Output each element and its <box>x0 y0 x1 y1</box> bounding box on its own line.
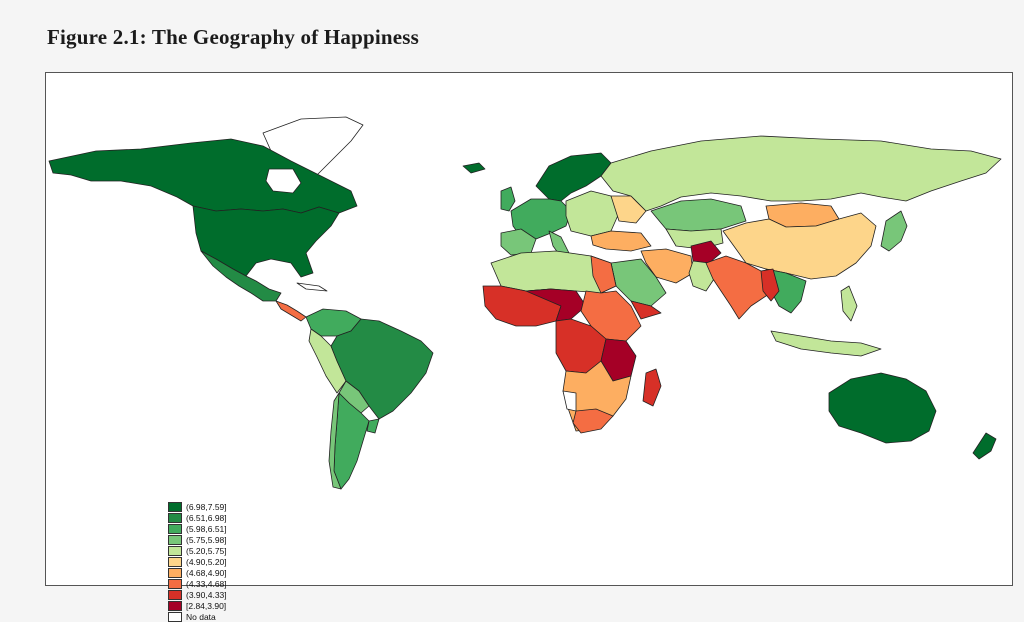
legend-item: (4.90,5.20] <box>168 556 227 567</box>
figure-title: Figure 2.1: The Geography of Happiness <box>47 25 420 49</box>
legend-item: (5.20,5.75] <box>168 545 227 556</box>
legend-swatch <box>168 534 182 545</box>
region-indonesia <box>770 330 882 357</box>
legend-item: No data <box>168 611 227 622</box>
legend-label: (6.51,6.98] <box>186 512 227 523</box>
region-philippines <box>840 285 858 322</box>
legend-label: (4.33,4.68] <box>186 578 227 589</box>
region-eastern-europe <box>565 190 620 237</box>
legend-swatch <box>168 556 182 567</box>
region-afghanistan <box>690 240 722 264</box>
region-madagascar <box>642 368 662 407</box>
region-egypt <box>590 255 617 294</box>
legend-label: (5.20,5.75] <box>186 545 227 556</box>
region-saudi <box>610 258 667 307</box>
region-myanmar <box>760 268 780 302</box>
legend-item: (4.33,4.68] <box>168 578 227 589</box>
region-peru <box>308 328 347 394</box>
legend-label: (3.90,4.33] <box>186 589 227 600</box>
legend-item: [2.84,3.90] <box>168 600 227 611</box>
region-uk <box>500 186 516 212</box>
legend-item: (3.90,4.33] <box>168 589 227 600</box>
legend-swatch <box>168 545 182 556</box>
region-russia <box>600 135 1002 212</box>
legend-label: (4.90,5.20] <box>186 556 227 567</box>
legend-swatch <box>168 578 182 589</box>
region-yemen <box>630 300 662 320</box>
region-japan <box>880 210 908 252</box>
region-hudson-bay <box>265 168 302 194</box>
legend-swatch <box>168 523 182 534</box>
region-iceland <box>462 162 486 174</box>
region-china <box>722 212 877 280</box>
legend-label: (4.68,4.90] <box>186 567 227 578</box>
region-sudan-ethiopia <box>580 290 642 342</box>
region-india <box>705 255 772 320</box>
legend-swatch <box>168 589 182 600</box>
region-chile <box>328 392 342 490</box>
legend-label: (5.98,6.51] <box>186 523 227 534</box>
region-cuba <box>296 282 328 292</box>
legend-swatch <box>168 501 182 512</box>
legend-swatch <box>168 512 182 523</box>
legend-item: (5.75,5.98] <box>168 534 227 545</box>
legend-label: (5.75,5.98] <box>186 534 227 545</box>
legend-label: (6.98,7.59] <box>186 501 227 512</box>
legend-swatch <box>168 611 182 622</box>
region-new-zealand <box>972 432 997 460</box>
map-frame: (6.98,7.59] (6.51,6.98] (5.98,6.51] (5.75,5… <box>45 72 1013 622</box>
legend-item: (4.68,4.90] <box>168 567 227 578</box>
legend-swatch <box>168 600 182 611</box>
region-iran <box>640 248 694 284</box>
legend-label: [2.84,3.90] <box>186 600 227 611</box>
region-mexico <box>200 250 282 302</box>
region-namibia <box>562 390 577 412</box>
world-map <box>48 116 1002 490</box>
region-uruguay <box>366 418 380 434</box>
region-south-africa <box>572 408 614 434</box>
region-australia <box>828 372 937 444</box>
region-central-america <box>275 300 307 322</box>
legend-item: (5.98,6.51] <box>168 523 227 534</box>
region-turkey <box>590 230 652 252</box>
legend-item: (6.98,7.59] <box>168 501 227 512</box>
map-legend: (6.98,7.59] (6.51,6.98] (5.98,6.51] (5.75,5… <box>168 501 227 622</box>
region-brazil <box>330 318 434 420</box>
region-sahel <box>525 288 587 322</box>
legend-swatch <box>168 567 182 578</box>
legend-item: (6.51,6.98] <box>168 512 227 523</box>
legend-label: No data <box>186 611 216 622</box>
